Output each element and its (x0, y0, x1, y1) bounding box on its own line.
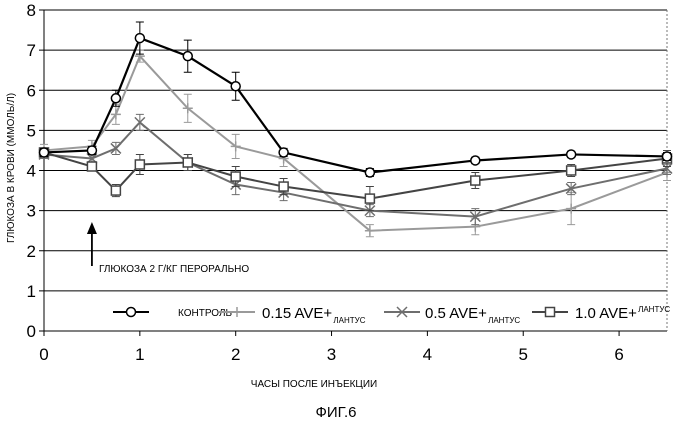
data-point (567, 166, 576, 175)
data-point (183, 52, 192, 61)
x-tick-label: 5 (518, 345, 527, 364)
legend-item-0: КОНТРОЛЬ (113, 308, 233, 320)
x-tick-label: 2 (231, 345, 240, 364)
data-point (279, 182, 288, 191)
data-point (365, 194, 374, 203)
data-point (135, 160, 144, 169)
y-tick-label: 5 (27, 121, 36, 140)
data-point (111, 186, 120, 195)
legend-label: 0.5 AVE+ (425, 305, 487, 322)
data-point (279, 148, 288, 157)
legend-item-1: 0.15 AVE+ЛАНТУС (219, 305, 366, 325)
x-tick-label: 3 (327, 345, 336, 364)
series-1 (39, 50, 672, 237)
legend-label: КОНТРОЛЬ (178, 308, 233, 319)
data-point (111, 94, 120, 103)
data-point (471, 156, 480, 165)
figure-caption: ФИГ.6 (316, 404, 357, 421)
x-tick-label: 1 (135, 345, 144, 364)
y-tick-label: 1 (27, 282, 36, 301)
x-tick-label: 0 (39, 345, 48, 364)
legend-item-2: 0.5 AVE+ЛАНТУС (384, 305, 520, 325)
data-point (87, 162, 96, 171)
y-tick-label: 0 (27, 322, 36, 341)
series-3 (40, 148, 672, 211)
data-point (471, 176, 480, 185)
data-point (231, 172, 240, 181)
y-tick-label: 4 (27, 162, 36, 181)
data-point (567, 150, 576, 159)
legend-label-subscript: ЛАНТУС (488, 316, 520, 325)
data-point (135, 34, 144, 43)
legend-item-3: 1.0 AVE+ЛАНТУС (532, 305, 670, 322)
legend-label-subscript: ЛАНТУС (333, 316, 365, 325)
legend-label: 0.15 AVE+ (262, 305, 332, 322)
x-tick-label: 6 (614, 345, 623, 364)
y-axis-label: ГЛЮКОЗА В КРОВИ (ММОЛЬ/Л) (6, 93, 17, 243)
series-layer: ГЛЮКОЗА 2 Г/КГ ПЕРОРАЛЬНО (39, 22, 672, 275)
annotation-arrow-head (87, 222, 97, 234)
series-line (44, 56, 667, 231)
annotation-text: ГЛЮКОЗА 2 Г/КГ ПЕРОРАЛЬНО (99, 264, 249, 275)
legend-label-subscript: ЛАНТУС (638, 305, 670, 314)
x-axis-label: ЧАСЫ ПОСЛЕ ИНЪЕКЦИИ (251, 379, 377, 390)
legend-label: 1.0 AVE+ (575, 305, 637, 322)
data-point (663, 152, 672, 161)
y-tick-label: 3 (27, 202, 36, 221)
data-point (566, 204, 576, 214)
data-point (365, 168, 374, 177)
data-point (127, 308, 136, 317)
y-tick-label: 8 (27, 1, 36, 20)
y-tick-label: 7 (27, 41, 36, 60)
y-tick-label: 6 (27, 81, 36, 100)
data-point (87, 146, 96, 155)
x-tick-label: 4 (423, 345, 432, 364)
data-point (546, 308, 555, 317)
data-point (183, 158, 192, 167)
data-point (40, 148, 49, 157)
series-0 (40, 22, 672, 177)
legend: КОНТРОЛЬ0.15 AVE+ЛАНТУС0.5 AVE+ЛАНТУС1.0… (113, 305, 670, 325)
data-point (231, 82, 240, 91)
data-point (232, 307, 242, 317)
y-tick-label: 2 (27, 242, 36, 261)
